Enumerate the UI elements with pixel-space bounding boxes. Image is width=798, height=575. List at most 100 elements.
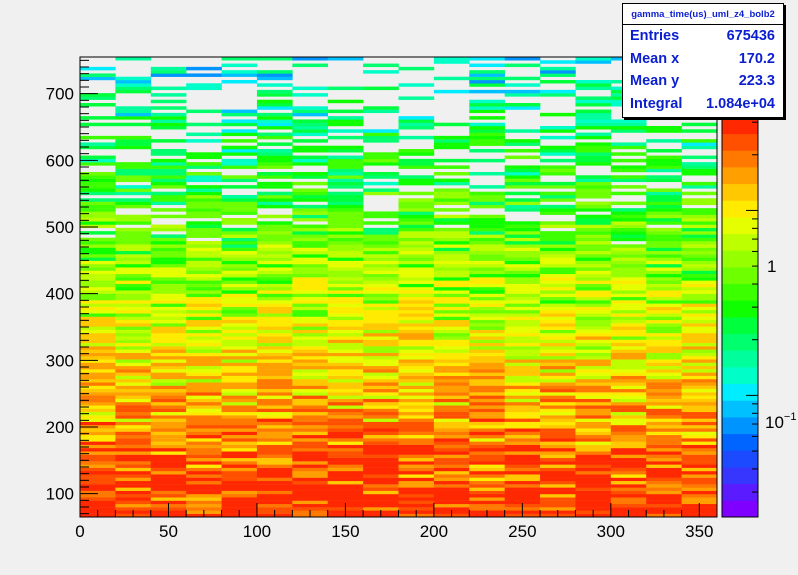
heatmap-cell <box>256 70 293 74</box>
heatmap-cell <box>115 333 152 337</box>
heatmap-cell <box>504 352 541 357</box>
heatmap-cell <box>80 352 116 357</box>
heatmap-cell <box>575 454 612 459</box>
heatmap-cell <box>398 175 435 179</box>
heatmap-cell <box>681 352 718 357</box>
heatmap-cell <box>469 319 505 324</box>
heatmap-cell <box>292 310 329 314</box>
heatmap-cell <box>575 96 612 100</box>
heatmap-cell <box>504 464 541 468</box>
heatmap-cell <box>469 497 505 501</box>
heatmap-cell <box>221 362 258 367</box>
heatmap-cell <box>327 425 364 429</box>
heatmap-cell <box>575 188 612 192</box>
heatmap-cell <box>504 356 541 360</box>
heatmap-cell <box>327 155 364 160</box>
heatmap-cell <box>504 283 541 288</box>
heatmap-cell <box>150 402 187 406</box>
heatmap-cell <box>327 392 364 396</box>
heatmap-cell <box>646 313 682 317</box>
heatmap-cell <box>256 116 293 120</box>
heatmap-cell <box>80 178 116 183</box>
heatmap-cell <box>469 503 505 508</box>
heatmap-cell <box>115 388 152 393</box>
heatmap-cell <box>327 388 364 393</box>
heatmap-cell <box>327 464 364 468</box>
stats-mean-y-label: Mean y <box>630 73 680 90</box>
heatmap-cell <box>80 379 116 383</box>
heatmap-cell <box>398 126 435 130</box>
heatmap-cell <box>398 191 435 196</box>
heatmap-cell <box>398 208 435 212</box>
heatmap-cell <box>433 451 470 455</box>
heatmap-cell <box>221 405 258 409</box>
heatmap-cell <box>398 484 435 488</box>
heatmap-cell <box>115 270 152 275</box>
heatmap-cell <box>186 382 222 386</box>
heatmap-cell <box>292 257 329 261</box>
heatmap-cell <box>433 247 470 252</box>
heatmap-cell <box>115 451 152 455</box>
heatmap-cell <box>398 464 435 468</box>
heatmap-cell <box>292 326 329 330</box>
heatmap-cell <box>610 477 647 482</box>
heatmap-cell <box>575 444 612 449</box>
heatmap-cell <box>610 431 647 436</box>
heatmap-cell <box>646 277 682 281</box>
heatmap-cell <box>433 346 470 350</box>
heatmap-cell <box>575 247 612 252</box>
heatmap-cell <box>292 112 329 117</box>
heatmap-cell <box>221 296 258 301</box>
heatmap-cell <box>292 267 329 271</box>
heatmap-cell <box>363 293 399 298</box>
heatmap-cell <box>115 86 152 91</box>
heatmap-cell <box>540 165 576 169</box>
heatmap-cell <box>575 257 612 261</box>
heatmap-cell <box>575 237 612 242</box>
heatmap-cell <box>540 402 576 406</box>
stats-mean-y-value: 223.3 <box>738 73 775 90</box>
heatmap-cell <box>363 365 399 370</box>
heatmap-cell <box>469 484 505 488</box>
heatmap-cell <box>186 405 222 409</box>
heatmap-cell <box>186 425 222 429</box>
heatmap-cell <box>256 346 293 350</box>
heatmap-cell <box>433 471 470 475</box>
heatmap-cell <box>433 402 470 406</box>
heatmap-cell <box>433 372 470 376</box>
heatmap-cell <box>646 438 682 442</box>
heatmap-cell <box>610 218 647 222</box>
heatmap-cell <box>540 411 576 416</box>
heatmap-cell <box>221 195 258 199</box>
heatmap-cell <box>327 191 364 196</box>
heatmap-cell <box>681 454 718 459</box>
heatmap-cell <box>186 155 222 160</box>
heatmap-cell <box>80 342 116 347</box>
heatmap-cell <box>327 500 364 505</box>
heatmap-cell <box>327 195 364 199</box>
heatmap-cell <box>150 165 187 169</box>
heatmap-cell <box>540 490 576 495</box>
heatmap-cell <box>575 319 612 324</box>
heatmap-cell <box>575 109 612 114</box>
heatmap-cell <box>150 467 187 472</box>
heatmap-cell <box>433 237 470 242</box>
heatmap-cell <box>433 221 470 225</box>
heatmap-cell <box>292 480 329 485</box>
heatmap-cell <box>292 149 329 153</box>
heatmap-cell <box>469 477 505 482</box>
heatmap-cell <box>646 388 682 393</box>
heatmap-cell <box>469 293 505 298</box>
heatmap-cell <box>221 231 258 235</box>
color-palette-bar <box>721 116 759 518</box>
heatmap-cell <box>363 490 399 495</box>
heatmap-cell <box>575 204 612 209</box>
heatmap-cell <box>221 201 258 206</box>
heatmap-cell <box>610 273 647 278</box>
heatmap-cell <box>115 346 152 350</box>
heatmap-cell <box>646 260 682 265</box>
heatmap-cell <box>150 162 187 166</box>
heatmap-cell <box>504 392 541 396</box>
heatmap-cell <box>327 339 364 344</box>
heatmap-cell <box>681 467 718 472</box>
